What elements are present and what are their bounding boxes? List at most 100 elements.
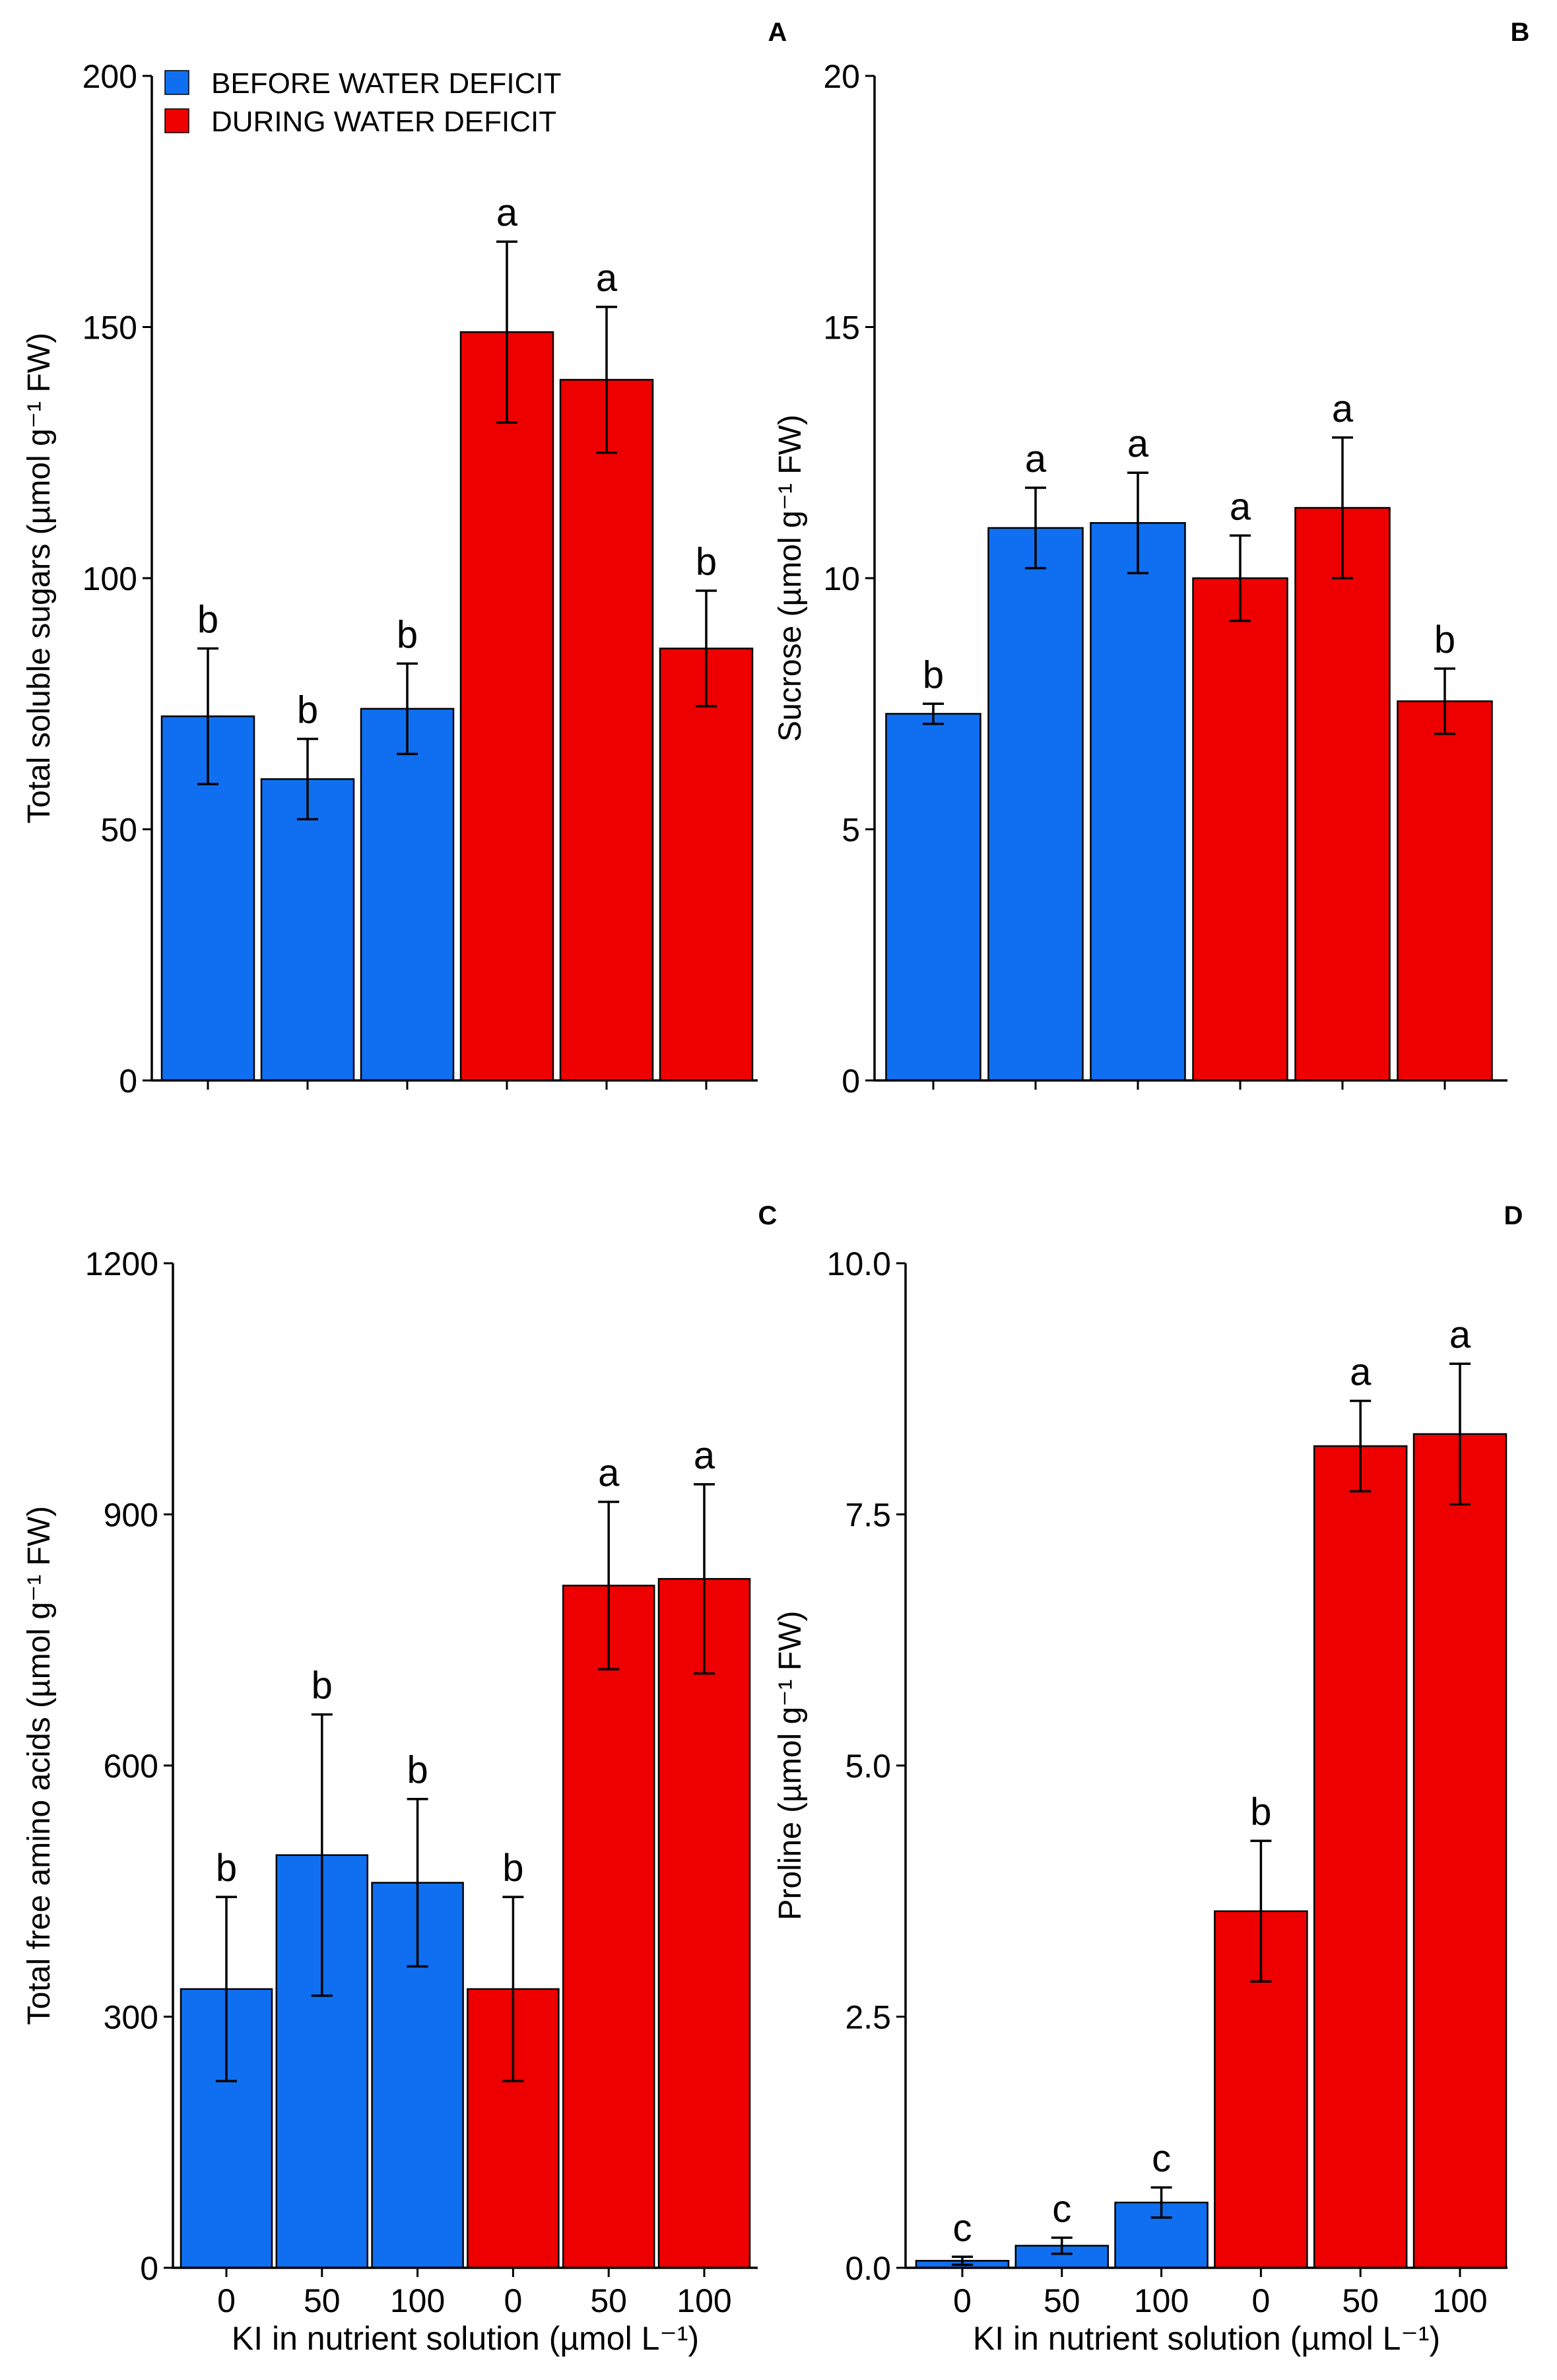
significance-letter: a xyxy=(1230,485,1251,528)
error-bar xyxy=(1250,1839,1272,1983)
significance-letter: b xyxy=(923,653,944,696)
bar xyxy=(1412,1433,1507,2269)
significance-letter: c xyxy=(953,2206,972,2249)
y-tick-label: 7.5 xyxy=(845,1497,891,1534)
x-tick-label: 100 xyxy=(390,2282,445,2319)
significance-letter: a xyxy=(694,1434,715,1477)
x-tick-label: 100 xyxy=(1134,2282,1189,2319)
bar xyxy=(1313,1445,1408,2269)
x-tick-label: 0 xyxy=(1251,2282,1270,2319)
x-tick-label: 100 xyxy=(1432,2282,1487,2319)
bar xyxy=(885,713,981,1082)
error-bar xyxy=(502,1896,524,2082)
legend-label-during: DURING WATER DEFICIT xyxy=(211,106,556,138)
bar xyxy=(1192,577,1288,1082)
y-tick-label: 100 xyxy=(83,560,137,597)
y-axis-label: Total soluble sugars (µmol g⁻¹ FW) xyxy=(22,333,57,824)
x-tick-label: 0 xyxy=(953,2282,972,2319)
x-tick-label: 50 xyxy=(590,2282,627,2319)
error-bar xyxy=(1150,2186,1172,2219)
x-tick-label: 100 xyxy=(677,2282,731,2319)
bar xyxy=(659,647,754,1082)
significance-letter: a xyxy=(1449,1313,1471,1356)
panel-label: D xyxy=(1504,1201,1523,1230)
significance-letter: b xyxy=(407,1749,428,1792)
y-tick-label: 1200 xyxy=(85,1245,158,1282)
panel-label: C xyxy=(758,1201,778,1230)
error-bar xyxy=(1230,534,1251,622)
x-axis-label: KI in nutrient solution (µmol L⁻¹) xyxy=(973,2320,1440,2357)
significance-letter: a xyxy=(1127,422,1149,465)
x-tick-label: 50 xyxy=(1044,2282,1080,2319)
y-tick-label: 600 xyxy=(104,1748,158,1785)
error-bar xyxy=(952,2255,973,2266)
significance-letter: a xyxy=(1332,387,1354,430)
bar xyxy=(559,379,654,1082)
error-bar xyxy=(694,1483,715,1675)
y-tick-label: 5.0 xyxy=(845,1748,891,1785)
y-tick-label: 300 xyxy=(104,1999,158,2036)
x-tick-label: 0 xyxy=(217,2282,236,2319)
panel-d: Dc 0 c 50 c 100 b 0 a 50 a 100 0.0 2.5 5.0 7.5 10.0 Proli… xyxy=(773,1201,1523,2357)
error-bar xyxy=(216,1896,237,2082)
y-axis-label: Proline (µmol g⁻¹ FW) xyxy=(773,1610,808,1920)
significance-letter: b xyxy=(312,1665,333,1707)
y-tick-label: 900 xyxy=(104,1497,158,1534)
error-bar xyxy=(1350,1399,1372,1493)
significance-letter: c xyxy=(1052,2187,1071,2230)
y-axis-label: Sucrose (µmol g⁻¹ FW) xyxy=(773,414,808,742)
legend-label-before: BEFORE WATER DEFICIT xyxy=(211,67,561,100)
significance-letter: b xyxy=(1250,1791,1271,1834)
error-bar xyxy=(696,589,717,708)
significance-letter: b xyxy=(502,1847,523,1890)
error-bar xyxy=(596,306,617,454)
y-tick-label: 15 xyxy=(823,310,860,347)
y-tick-label: 150 xyxy=(83,310,137,347)
y-tick-label: 0 xyxy=(119,1063,137,1100)
panel-c: Cb 0 b 50 b 100 b 0 a 50 a 100 0 300 600 900 1200 Total f… xyxy=(22,1201,777,2357)
y-tick-label: 20 xyxy=(823,58,860,95)
bar xyxy=(459,331,554,1082)
legend: BEFORE WATER DEFICIT DURING WATER DEFICIT xyxy=(164,67,561,138)
y-tick-label: 5 xyxy=(842,812,860,849)
significance-letter: b xyxy=(297,689,318,732)
bar xyxy=(1397,700,1493,1082)
bar xyxy=(1294,507,1391,1082)
error-bar xyxy=(1025,486,1046,570)
error-bar xyxy=(407,1797,428,1968)
bar xyxy=(987,527,1084,1082)
y-tick-label: 2.5 xyxy=(845,1999,891,2036)
significance-letter: b xyxy=(1434,618,1455,661)
panel-a: Ab b b a a b 0 50 100 150 200 Total soluble sugars … xyxy=(22,18,787,1100)
significance-letter: a xyxy=(596,257,618,300)
significance-letter: b xyxy=(397,613,418,656)
error-bar xyxy=(496,240,517,424)
bar xyxy=(1090,522,1186,1082)
bar xyxy=(360,708,455,1082)
error-bar xyxy=(197,647,218,785)
error-bar xyxy=(1434,667,1455,735)
x-tick-label: 50 xyxy=(1342,2282,1379,2319)
error-bar xyxy=(311,1713,333,1997)
bar xyxy=(562,1585,655,2269)
legend-swatch-before xyxy=(164,70,189,95)
significance-letter: a xyxy=(598,1451,620,1494)
x-axis-label: KI in nutrient solution (µmol L⁻¹) xyxy=(232,2320,699,2357)
y-tick-label: 50 xyxy=(100,812,137,849)
error-bar xyxy=(598,1500,620,1670)
significance-letter: c xyxy=(1152,2137,1171,2180)
bar xyxy=(467,1988,560,2269)
panel-label: A xyxy=(768,18,787,47)
y-tick-label: 0 xyxy=(140,2250,158,2287)
y-tick-label: 0.0 xyxy=(845,2250,891,2287)
error-bar xyxy=(1051,2236,1073,2255)
y-tick-label: 10 xyxy=(823,560,860,597)
error-bar xyxy=(1332,436,1353,579)
significance-letter: a xyxy=(496,191,518,234)
significance-letter: a xyxy=(1350,1351,1372,1394)
significance-letter: b xyxy=(197,599,218,642)
bar xyxy=(260,778,355,1082)
legend-swatch-during xyxy=(164,108,189,133)
y-tick-label: 200 xyxy=(83,58,137,95)
